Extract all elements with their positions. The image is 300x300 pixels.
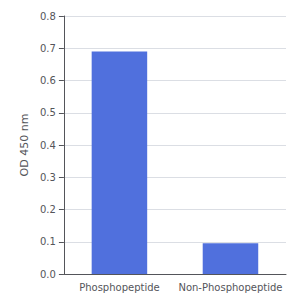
svg-text:OD 450 nm: OD 450 nm xyxy=(18,114,31,177)
svg-text:0.1: 0.1 xyxy=(40,236,56,247)
svg-text:0.3: 0.3 xyxy=(40,172,56,183)
svg-text:0.0: 0.0 xyxy=(40,269,56,280)
svg-text:0.4: 0.4 xyxy=(40,140,56,151)
svg-text:0.2: 0.2 xyxy=(40,204,56,215)
svg-text:0.5: 0.5 xyxy=(40,107,56,118)
svg-text:0.7: 0.7 xyxy=(40,43,56,54)
svg-text:0.8: 0.8 xyxy=(40,11,56,22)
svg-text:Phosphopeptide: Phosphopeptide xyxy=(79,282,160,293)
svg-text:Non-Phosphopeptide: Non-Phosphopeptide xyxy=(178,282,282,293)
svg-text:0.6: 0.6 xyxy=(40,75,56,86)
